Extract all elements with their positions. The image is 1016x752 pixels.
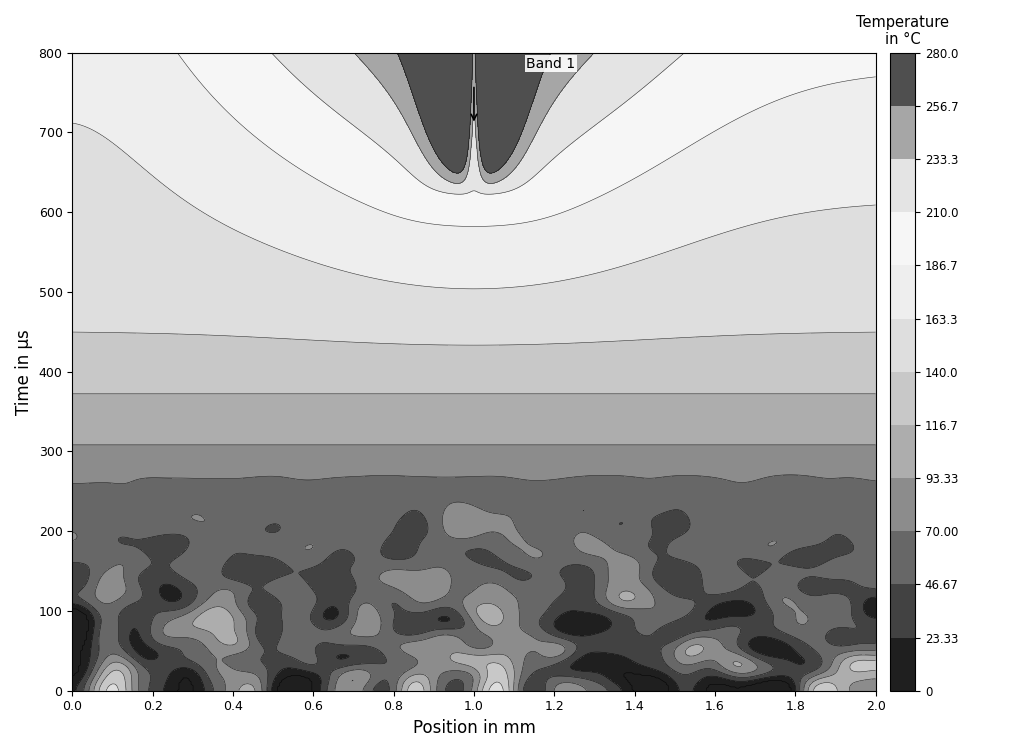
- Y-axis label: Time in μs: Time in μs: [15, 329, 33, 414]
- Title: Temperature
in °C: Temperature in °C: [855, 15, 949, 47]
- Text: Band 1: Band 1: [526, 56, 575, 71]
- X-axis label: Position in mm: Position in mm: [412, 719, 535, 737]
